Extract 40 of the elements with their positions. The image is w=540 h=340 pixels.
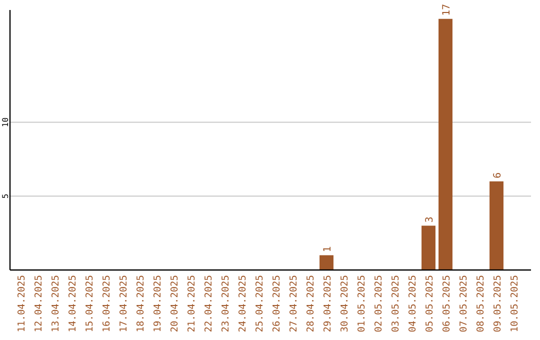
data-label: 17 [442, 4, 452, 16]
x-tick-label: 19.04.2025 [152, 275, 164, 332]
bar [320, 255, 334, 270]
x-tick-label: 09.05.2025 [492, 275, 504, 332]
bar [438, 18, 452, 270]
x-tick-label: 01.05.2025 [356, 275, 368, 332]
x-tick-label: 08.05.2025 [476, 275, 486, 332]
x-tick-label: 14.04.2025 [68, 275, 78, 332]
x-tick-label: 07.05.2025 [458, 275, 470, 332]
x-tick-label: 05.05.2025 [424, 275, 436, 332]
x-tick-label: 21.04.2025 [186, 275, 198, 332]
x-tick-label: 20.04.2025 [170, 275, 180, 332]
y-tick-label: 10 [1, 117, 10, 128]
x-tick-label: 11.04.2025 [16, 275, 28, 332]
x-tick-label: 03.05.2025 [390, 275, 402, 332]
bar [490, 181, 504, 270]
data-label: 3 [424, 216, 436, 223]
x-tick-label: 10.05.2025 [510, 275, 520, 332]
x-tick-label: 23.04.2025 [220, 275, 232, 332]
x-tick-label: 16.04.2025 [102, 275, 112, 332]
x-tick-label: 28.04.2025 [306, 275, 316, 332]
x-tick-label: 17.04.2025 [118, 275, 130, 332]
data-label: 6 [492, 172, 504, 178]
x-tick-label: 06.05.2025 [442, 275, 452, 332]
x-tick-label: 12.04.2025 [34, 275, 44, 332]
x-tick-label: 26.04.2025 [272, 275, 282, 332]
x-tick-label: 13.04.2025 [50, 275, 62, 332]
data-label: 1 [322, 246, 334, 252]
x-tick-label: 25.04.2025 [254, 275, 266, 332]
x-tick-label: 29.04.2025 [322, 275, 334, 332]
x-tick-label: 15.04.2025 [84, 275, 96, 332]
x-tick-label: 04.05.2025 [408, 275, 418, 332]
y-tick-label: 5 [1, 194, 10, 199]
x-tick-label: 24.04.2025 [238, 275, 248, 332]
x-tick-label: 30.04.2025 [340, 275, 350, 332]
x-tick-label: 27.04.2025 [288, 275, 300, 332]
x-tick-label: 02.05.2025 [374, 275, 384, 332]
x-tick-label: 22.04.2025 [204, 275, 214, 332]
bar [422, 226, 436, 270]
x-tick-label: 18.04.2025 [136, 275, 146, 332]
